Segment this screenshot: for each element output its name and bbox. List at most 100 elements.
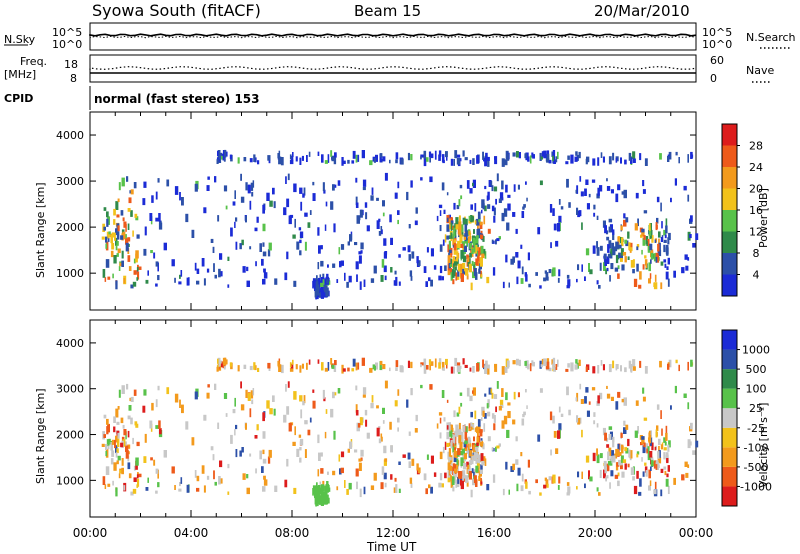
power-pixel	[185, 213, 189, 223]
y-tick-label: 4000	[56, 129, 84, 142]
power-pixel	[352, 150, 356, 159]
power-pixel	[181, 197, 184, 206]
velocity-pixel	[249, 408, 252, 418]
power-pixel	[655, 222, 658, 231]
velocity-pixel	[446, 442, 450, 447]
velocity-pixel	[105, 450, 108, 457]
power-colorbar-tick-label: 16	[749, 204, 763, 217]
power-pixel	[376, 197, 379, 201]
velocity-pixel	[449, 470, 453, 475]
velocity-pixel	[467, 464, 470, 470]
power-pixel	[454, 270, 456, 277]
velocity-pixel	[300, 409, 303, 419]
velocity-pixel	[227, 463, 230, 469]
velocity-pixel	[481, 417, 483, 421]
power-pixel	[127, 208, 131, 212]
velocity-pixel	[606, 393, 611, 399]
power-pixel	[246, 280, 250, 287]
velocity-pixel	[446, 425, 449, 430]
power-pixel	[637, 218, 639, 227]
velocity-colorbar-frame	[721, 329, 738, 507]
velocity-pixel	[439, 417, 442, 424]
velocity-pixel	[523, 411, 526, 416]
velocity-pixel	[453, 454, 457, 463]
power-pixel	[286, 198, 290, 208]
velocity-pixel	[283, 414, 287, 423]
power-pixel	[476, 251, 479, 256]
velocity-pixel	[331, 364, 335, 369]
velocity-colorbar-tick-label: -25	[747, 422, 765, 435]
velocity-pixel	[501, 366, 505, 375]
velocity-colorbar-swatch	[722, 486, 737, 506]
velocity-pixel	[444, 472, 447, 479]
power-pixel	[632, 269, 635, 274]
velocity-pixel	[664, 470, 667, 476]
power-pixel	[518, 152, 521, 159]
velocity-pixel	[462, 459, 465, 466]
power-pixel	[225, 205, 228, 210]
power-pixel	[470, 204, 473, 210]
velocity-pixel	[493, 415, 496, 423]
velocity-pixel	[363, 486, 366, 495]
power-pixel	[106, 231, 110, 239]
velocity-pixel	[420, 362, 424, 366]
velocity-pixel	[105, 444, 108, 450]
power-pixel	[577, 210, 581, 218]
velocity-pixel	[491, 413, 495, 419]
power-pixel	[408, 224, 411, 229]
power-pixel	[397, 210, 400, 215]
velocity-pixel	[272, 395, 275, 402]
velocity-pixel	[245, 423, 247, 430]
y-tick-label: 3000	[56, 383, 84, 396]
power-pixel	[496, 238, 500, 242]
power-pixel	[158, 213, 161, 222]
power-pixel	[262, 278, 266, 285]
velocity-pixel	[301, 363, 304, 369]
power-pixel	[606, 178, 608, 182]
velocity-pixel	[319, 481, 322, 485]
velocity-pixel	[460, 480, 464, 490]
power-pixel	[641, 228, 645, 233]
power-pixel	[469, 159, 472, 164]
velocity-pixel	[598, 492, 601, 496]
freq-nave-traces	[89, 66, 697, 74]
power-pixel	[456, 205, 460, 210]
power-pixel	[503, 208, 508, 217]
velocity-pixel	[127, 462, 131, 470]
x-tick-label: 12:00	[376, 526, 411, 540]
velocity-pixel	[608, 434, 612, 440]
velocity-pixel	[171, 466, 175, 474]
velocity-pixel	[667, 465, 670, 472]
power-pixel	[634, 223, 638, 231]
velocity-pixel	[558, 476, 561, 484]
velocity-pixel	[253, 362, 256, 370]
power-pixel	[476, 155, 480, 164]
power-pixel	[612, 248, 616, 256]
velocity-pixel	[430, 361, 434, 366]
power-pixel	[135, 250, 139, 259]
power-pixel	[460, 273, 464, 282]
power-pixel	[674, 178, 677, 186]
velocity-pixel	[227, 491, 230, 495]
velocity-pixel	[390, 445, 393, 453]
velocity-pixel	[469, 460, 472, 465]
power-pixel	[246, 266, 249, 272]
power-pixel	[439, 265, 443, 274]
velocity-pixel	[537, 434, 541, 442]
velocity-pixel	[127, 444, 131, 449]
velocity-pixel	[632, 359, 636, 367]
power-pixel	[320, 282, 324, 287]
velocity-pixel	[641, 457, 643, 462]
power-pixel	[654, 239, 657, 243]
power-pixel	[608, 156, 612, 165]
power-pixel	[446, 192, 449, 196]
power-pixel	[219, 271, 223, 277]
power-pixel	[393, 280, 397, 286]
power-pixel	[325, 201, 328, 207]
velocity-pixel	[179, 399, 181, 408]
velocity-pixel	[428, 359, 432, 365]
power-pixel	[262, 242, 265, 247]
power-pixel	[650, 252, 654, 260]
velocity-pixel	[648, 469, 651, 479]
power-pixel	[450, 158, 454, 166]
